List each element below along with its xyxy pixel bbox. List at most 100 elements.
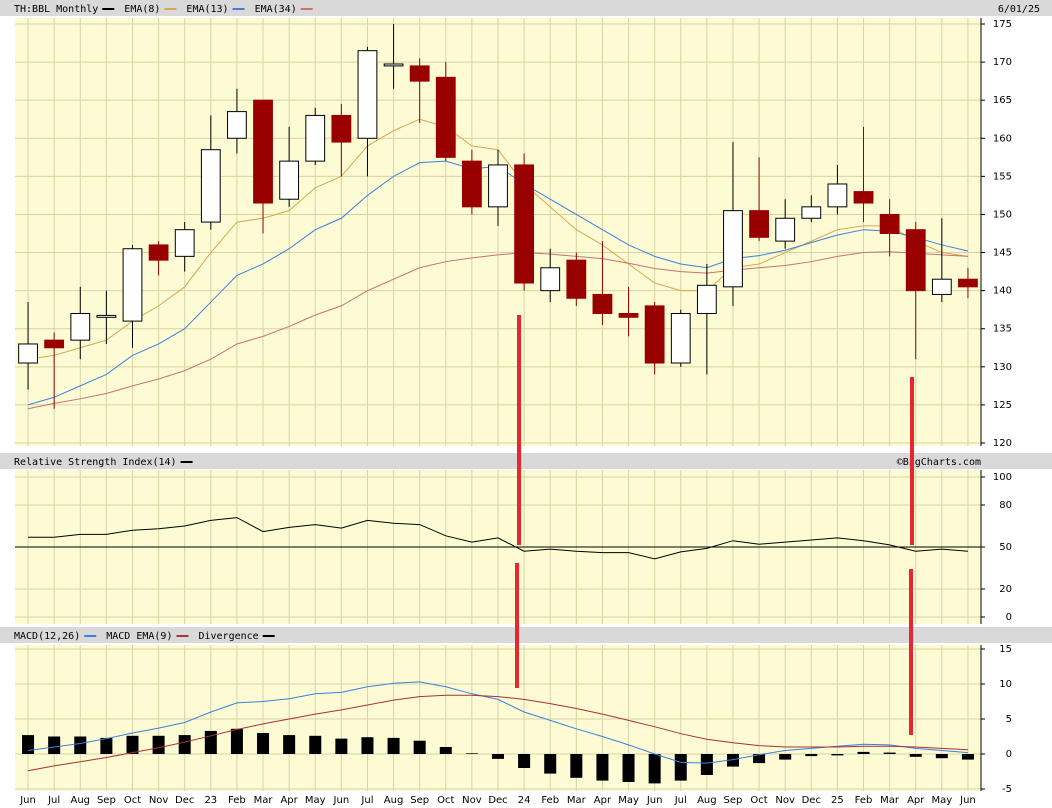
candle-body [540,267,561,292]
divergence-bar [753,754,766,764]
candle-body [96,314,117,318]
x-tick-label: Dec [802,795,821,806]
legend-label: Divergence [198,631,258,642]
y-tick-label: 155 [993,171,1012,182]
divergence-bar [48,736,61,754]
divergence-bar [700,754,713,775]
header-bar [0,453,1052,469]
y-tick-label: 135 [993,324,1012,335]
x-tick-label: Nov [775,795,795,806]
candle-body [44,339,65,349]
y-tick-label: 80 [999,500,1012,511]
x-tick-label: Jul [47,795,60,806]
x-tick-label: Apr [594,795,612,806]
x-tick-label: Dec [175,795,194,806]
x-tick-label: Nov [462,795,482,806]
x-tick-label: Feb [228,795,246,806]
divergence-bar [230,728,243,754]
candle-body [670,312,691,364]
candle-body [775,217,796,242]
source-credit: ©BigCharts.com [897,457,981,468]
y-tick-label: 20 [999,584,1012,595]
divergence-bar [152,735,165,754]
legend-label: EMA(8) [124,4,160,15]
candle-body [357,50,378,139]
x-tick-label: Feb [855,795,873,806]
divergence-bar [361,737,374,754]
divergence-bar [544,754,557,774]
divergence-bar [413,740,426,754]
candle-body [696,284,717,314]
candle-body [592,293,613,314]
divergence-bar [518,754,531,768]
legend-label: MACD(12,26) [14,631,80,642]
legend-label: Relative Strength Index(14) [14,457,177,468]
candle-body [723,210,743,288]
candle-body [70,312,91,341]
divergence-bar [491,754,505,759]
divergence-bar [596,754,609,781]
x-tick-label: 23 [204,795,217,806]
x-tick-label: Sep [97,795,116,806]
x-tick-label: Sep [410,795,429,806]
candle-body [905,229,926,292]
divergence-bar [74,736,87,754]
macd-line [27,681,968,764]
y-tick-label: 0 [1006,749,1012,760]
x-tick-label: Dec [488,795,507,806]
divergence-bar [465,753,478,754]
legend-label: EMA(13) [186,4,228,15]
y-tick-label: 170 [993,57,1012,68]
y-tick-label: 10 [999,679,1012,690]
header-bar [0,0,1052,16]
x-tick-label: Aug [71,795,91,806]
y-tick-label: 5 [1006,714,1012,725]
x-tick-label: May [618,795,639,806]
annotation-line [517,315,521,545]
candle-body [958,278,978,288]
x-tick-label: Jun [333,795,350,806]
divergence-bar [309,735,322,754]
divergence-bar [22,735,35,754]
candle-body [305,114,326,162]
x-tick-label: Oct [437,795,454,806]
candle-body [331,114,352,143]
divergence-bar [335,738,348,754]
divergence-bar [648,754,661,784]
x-tick-label: 24 [518,795,531,806]
x-tick-label: May [305,795,326,806]
divergence-bar [779,754,792,760]
x-tick-label: Aug [384,795,404,806]
y-tick-label: 145 [993,248,1012,259]
x-tick-label: 25 [831,795,844,806]
divergence-bar [439,747,452,754]
candle-body [435,76,456,158]
y-tick-label: 15 [999,644,1012,655]
divergence-bar [622,754,635,782]
divergence-bar [961,754,974,760]
candle-body [409,65,430,82]
divergence-bar [805,754,818,757]
y-tick-label: 50 [999,542,1012,553]
candle-body [200,149,221,223]
candle-body [148,244,169,261]
candle-body [461,160,482,208]
x-tick-label: Jul [674,795,687,806]
x-tick-label: Mar [567,795,587,806]
x-tick-label: May [931,795,952,806]
annotation-line [910,377,914,545]
candle-body [801,206,822,219]
legend-label: TH:BBL Monthly [14,4,98,15]
divergence-bar [831,754,844,756]
y-tick-label: 125 [993,400,1012,411]
divergence-bar [178,735,191,754]
annotation-line [515,563,519,688]
divergence-bar [857,751,870,754]
candle-body [122,248,143,322]
candle-body [174,229,195,257]
candle-body [749,210,769,238]
candle-body [514,164,535,284]
x-tick-label: Feb [541,795,559,806]
